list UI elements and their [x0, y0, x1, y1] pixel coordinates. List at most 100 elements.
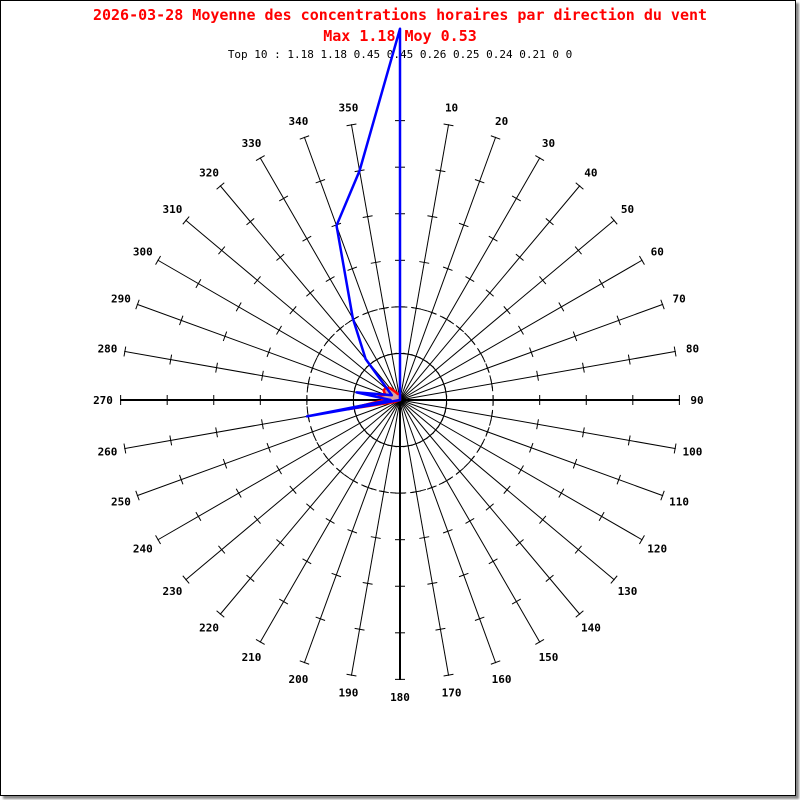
spoke-tick [302, 235, 312, 242]
spoke-tick [515, 539, 524, 547]
spoke-tick [485, 363, 490, 374]
spoke-tick [246, 218, 255, 226]
direction-label: 270 [93, 394, 113, 407]
spoke-tick [306, 503, 315, 511]
spoke-tick [426, 485, 437, 490]
direction-label: 130 [618, 585, 638, 598]
spoke-tick [582, 427, 585, 438]
spoke-tick [386, 352, 397, 356]
spoke-tick [467, 455, 475, 465]
direction-label: 290 [111, 292, 131, 305]
spoke-tick [135, 490, 140, 501]
spoke-tick [169, 354, 173, 365]
spoke-tick [639, 535, 645, 545]
spoke-tick [441, 316, 452, 323]
direction-label: 180 [390, 691, 410, 704]
spoke-tick [411, 306, 422, 310]
spoke-tick [261, 370, 264, 381]
spoke-tick [276, 325, 282, 335]
spoke-tick [299, 135, 310, 140]
spoke-tick [518, 325, 524, 335]
spoke-tick [443, 673, 454, 677]
spoke-tick [348, 477, 359, 484]
spoke-tick [511, 195, 521, 202]
spoke-tick [216, 182, 225, 190]
spoke-tick [490, 660, 501, 665]
spoke-tick [195, 511, 202, 521]
spoke-tick [477, 441, 484, 452]
spoke-tick [535, 155, 545, 161]
spoke-tick [427, 215, 438, 218]
spoke-tick [135, 299, 140, 310]
spoke-tick [558, 488, 565, 498]
spoke-tick [222, 458, 228, 469]
spoke-tick [598, 279, 605, 289]
spoke-tick [266, 347, 271, 358]
direction-label: 120 [647, 543, 667, 556]
spoke-tick [325, 455, 333, 465]
spoke-tick [545, 218, 554, 226]
direction-label: 220 [199, 622, 219, 635]
spoke-tick [616, 474, 621, 485]
spoke-tick [427, 582, 438, 585]
spoke-tick [539, 515, 547, 524]
spoke-tick [325, 518, 335, 524]
spoke-tick [458, 222, 469, 228]
direction-label: 280 [98, 342, 118, 355]
spoke-tick [511, 598, 521, 605]
spoke-tick [316, 441, 323, 452]
direction-label: 30 [542, 137, 555, 150]
spoke-tick [426, 310, 437, 315]
spoke-tick [485, 426, 490, 437]
spoke-tick [545, 574, 554, 582]
direction-label: 10 [445, 102, 458, 115]
spoke-tick [435, 627, 446, 631]
direction-label: 80 [686, 342, 699, 355]
spoke-tick [639, 255, 645, 265]
spoke-tick [155, 535, 161, 545]
direction-label: 240 [133, 543, 153, 556]
spoke-tick [325, 335, 333, 345]
direction-label: 230 [163, 585, 183, 598]
spoke-tick [362, 582, 373, 585]
spoke-tick [370, 261, 381, 264]
spoke-tick [370, 536, 381, 539]
series-line [305, 27, 402, 418]
spoke-tick [378, 306, 389, 310]
spoke-tick [222, 331, 228, 342]
spoke-tick [572, 331, 578, 342]
spoke-tick [347, 266, 358, 271]
spoke-tick [485, 503, 494, 511]
spoke-tick [435, 169, 446, 173]
spoke-tick [477, 348, 484, 359]
spoke-tick [673, 443, 677, 454]
spoke-tick [419, 261, 430, 264]
spoke-tick [627, 435, 631, 446]
spoke-tick [316, 348, 323, 359]
spoke-tick [363, 310, 374, 315]
direction-label: 170 [442, 686, 462, 699]
spoke-tick [179, 315, 184, 326]
spoke-tick [536, 419, 539, 430]
spoke-tick [276, 465, 282, 475]
direction-label: 60 [651, 246, 664, 259]
spoke-tick [488, 558, 498, 565]
direction-label: 310 [163, 203, 183, 216]
spoke-tick [182, 575, 190, 584]
direction-label: 70 [672, 292, 685, 305]
direction-label: 110 [669, 496, 689, 509]
spoke-tick [325, 276, 335, 282]
spoke-tick [616, 315, 621, 326]
direction-label: 190 [338, 686, 358, 699]
spoke-tick [346, 673, 357, 677]
spoke-tick [574, 545, 582, 554]
spoke-tick [442, 529, 453, 534]
spoke-tick [218, 246, 226, 255]
spoke-tick [490, 135, 501, 140]
spoke-tick [182, 216, 190, 225]
spoke-tick [362, 215, 373, 218]
direction-label: 100 [683, 446, 703, 459]
spoke-tick [347, 529, 358, 534]
spoke-tick [535, 639, 545, 645]
